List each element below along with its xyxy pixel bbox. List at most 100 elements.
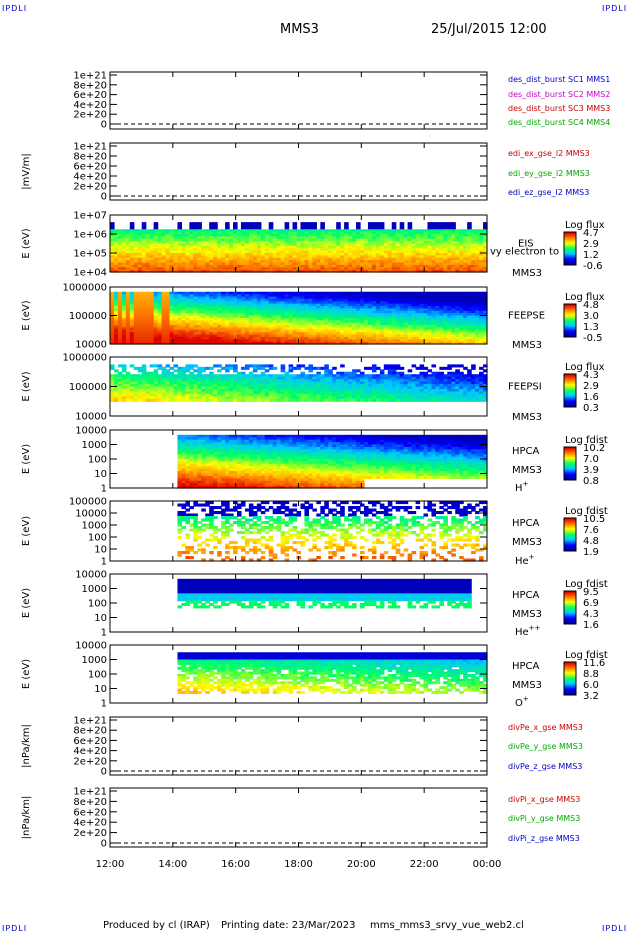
heatmap-cell <box>379 310 385 314</box>
heatmap-cell <box>475 245 480 249</box>
heatmap-cell <box>431 313 437 317</box>
heatmap-cell <box>352 243 357 247</box>
heatmap-cell <box>316 245 321 249</box>
heatmap-cell <box>129 393 135 397</box>
heatmap-cell <box>205 269 210 273</box>
heatmap-cell <box>320 322 325 326</box>
heatmap-cell <box>304 306 310 309</box>
heatmap-cell <box>169 310 175 314</box>
heatmap-cell <box>324 308 329 312</box>
heatmap-cell <box>197 260 202 264</box>
heatmap-cell <box>113 245 119 249</box>
heatmap-cell <box>201 231 206 235</box>
heatmap-cell <box>173 294 179 298</box>
heatmap-cell <box>193 308 198 312</box>
heatmap-cell <box>304 262 310 266</box>
heatmap-cell <box>276 267 282 271</box>
heatmap-cell <box>451 262 456 266</box>
heatmap-cell <box>205 381 210 385</box>
heatmap-cell <box>312 317 317 321</box>
heatmap-cell <box>165 388 171 393</box>
heatmap-cell <box>125 257 131 261</box>
colorbar-tick-label: 2.9 <box>583 239 599 250</box>
heatmap-cell <box>427 332 433 336</box>
heatmap-cell <box>451 222 456 226</box>
heatmap-cell <box>371 301 377 305</box>
heatmap-cell <box>137 327 143 331</box>
heatmap-cell <box>300 250 306 254</box>
heatmap-cell <box>447 320 452 324</box>
heatmap-cell <box>316 264 321 268</box>
heatmap-cell <box>431 229 437 233</box>
heatmap-cell <box>264 398 270 402</box>
heatmap-cell <box>411 298 417 302</box>
heatmap-cell <box>189 306 194 309</box>
heatmap-cell <box>221 325 226 328</box>
heatmap-cell <box>411 257 417 261</box>
heatmap-cell <box>197 310 202 314</box>
heatmap-cell <box>233 317 238 321</box>
heatmap-cell <box>193 332 198 336</box>
heatmap-cell <box>141 294 147 298</box>
heatmap-cell <box>375 315 381 319</box>
heatmap-cell <box>403 294 409 298</box>
heatmap-cell <box>324 341 329 345</box>
heatmap-cell <box>300 291 306 295</box>
heatmap-cell <box>439 262 444 266</box>
heatmap-cell <box>431 260 437 264</box>
heatmap-cell <box>225 398 230 402</box>
heatmap-cell <box>157 334 163 338</box>
heatmap-cell <box>451 298 456 302</box>
heatmap-cell <box>415 241 421 245</box>
heatmap-cell <box>300 269 306 273</box>
heatmap-cell <box>415 298 421 302</box>
heatmap-cell <box>185 294 190 298</box>
heatmap-cell <box>379 253 385 256</box>
heatmap-cell <box>185 236 190 240</box>
heatmap-cell <box>471 313 476 317</box>
heatmap-cell <box>125 308 131 312</box>
heatmap-cell <box>443 260 448 264</box>
heatmap-cell <box>125 269 131 273</box>
heatmap-cell <box>221 253 226 256</box>
heatmap-cell <box>475 329 480 333</box>
heatmap-cell <box>328 393 333 397</box>
heatmap-cell <box>233 313 238 317</box>
heatmap-cell <box>324 393 329 397</box>
heatmap-cell <box>169 238 175 242</box>
heatmap-cell <box>427 224 433 228</box>
heatmap-cell <box>225 374 230 378</box>
heatmap-cell <box>125 332 131 336</box>
heatmap-cell <box>110 384 115 388</box>
heatmap-cell <box>113 308 119 312</box>
heatmap-cell <box>292 222 298 226</box>
heatmap-cell <box>110 391 115 395</box>
heatmap-cell <box>316 250 321 254</box>
heatmap-cell <box>137 381 143 385</box>
heatmap-cell <box>169 322 175 326</box>
heatmap-cell <box>272 341 278 345</box>
heatmap-cell <box>320 310 325 314</box>
heatmap-cell <box>324 229 329 233</box>
heatmap-cell <box>399 238 405 242</box>
heatmap-cell <box>475 332 480 336</box>
heatmap-cell <box>252 294 258 298</box>
heatmap-cell <box>272 294 278 298</box>
heatmap-cell <box>229 245 234 249</box>
heatmap-cell <box>344 264 349 268</box>
heatmap-cell <box>284 236 290 240</box>
heatmap-cell <box>304 301 310 305</box>
heatmap-cell <box>479 238 484 242</box>
heatmap-cell <box>391 301 397 305</box>
heatmap-cell <box>363 374 369 378</box>
heatmap-cell <box>173 245 179 249</box>
heatmap-cell <box>371 255 377 259</box>
heatmap-cell <box>360 253 365 256</box>
heatmap-cell <box>256 393 262 397</box>
heatmap-cell <box>411 260 417 264</box>
heatmap-cell <box>141 384 147 388</box>
heatmap-cell <box>395 313 401 317</box>
heatmap-cell <box>415 260 421 264</box>
heatmap-cell <box>185 229 190 233</box>
heatmap-cell <box>379 226 385 230</box>
